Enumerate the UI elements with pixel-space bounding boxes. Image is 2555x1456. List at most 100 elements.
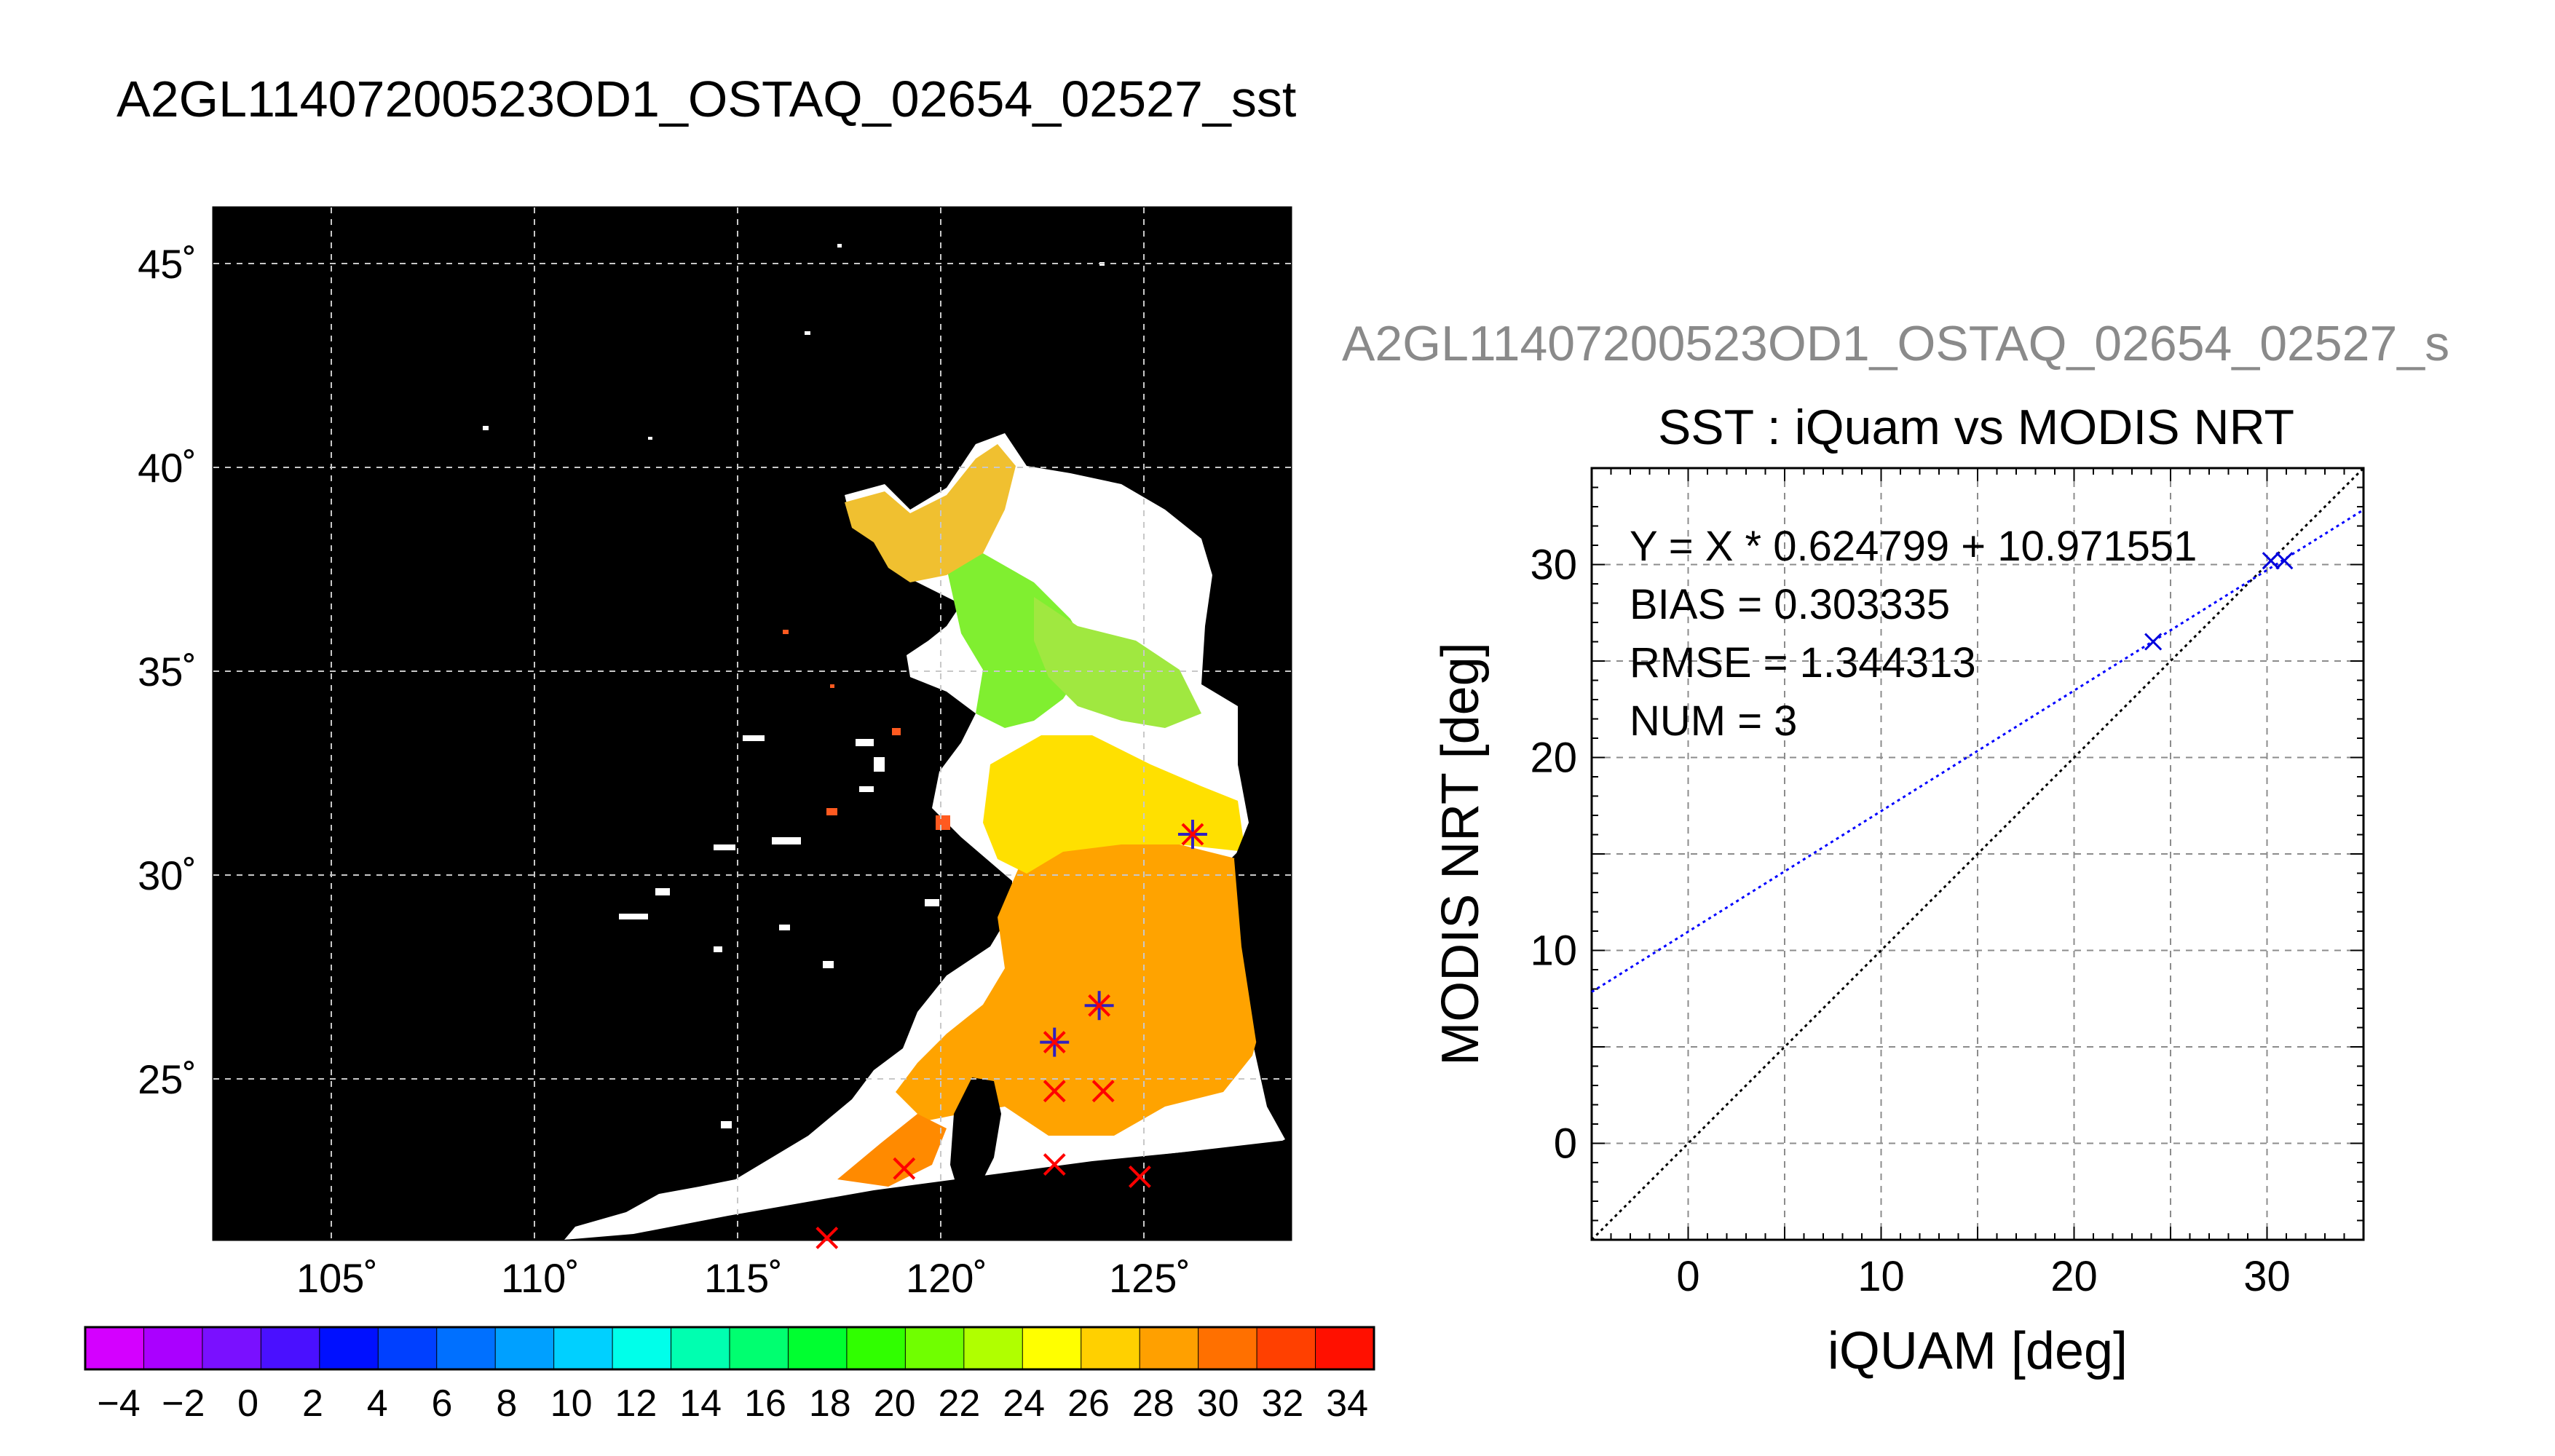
sst-bohai-region <box>845 444 1016 582</box>
buoy-marker <box>1129 1165 1151 1188</box>
latitude-tick-label: 30˚ <box>138 852 197 898</box>
x-tick-label: 20 <box>2050 1253 2098 1300</box>
point-stroke <box>2144 633 2163 651</box>
colorbar-tick-label: 26 <box>1067 1382 1110 1425</box>
colorbar-tick-label: 28 <box>1132 1382 1174 1425</box>
latitude-tick-label: 35˚ <box>138 649 197 695</box>
colorbar-tick-label: 14 <box>679 1382 722 1425</box>
colorbar-tick-label: 34 <box>1326 1382 1368 1425</box>
colorbar-swatch <box>553 1326 614 1370</box>
swath-edge-mask <box>1234 684 1291 1238</box>
data-points <box>2144 552 2294 651</box>
warm-specks <box>783 630 950 830</box>
south-swath-mask <box>564 1141 1291 1240</box>
longitude-tick-labels: 105˚ 110˚ 115˚ 120˚ 125˚ <box>296 1255 1190 1301</box>
colorbar-swatch <box>143 1326 204 1370</box>
x-tick-label: 30 <box>2243 1253 2291 1300</box>
num-value: NUM = 3 <box>1630 697 1797 745</box>
colorbar-swatch <box>1139 1326 1200 1370</box>
colorbar-swatch <box>963 1326 1024 1370</box>
colorbar-tick-label: −2 <box>162 1382 205 1425</box>
marker-stroke <box>1091 1080 1115 1103</box>
marker-stroke <box>1043 1031 1066 1054</box>
marker-stroke <box>1129 1165 1151 1188</box>
longitude-tick-label: 115˚ <box>704 1255 783 1301</box>
stats-box: Y = X * 0.624799 + 10.971551 BIAS = 0.30… <box>1630 523 2197 745</box>
latitude-tick-labels: 45˚ 40˚ 35˚ 30˚ 25˚ <box>138 241 197 1102</box>
colorbar-swatch <box>1198 1326 1258 1370</box>
taiwan-island <box>950 1077 1001 1201</box>
buoy-marker <box>1043 1080 1066 1103</box>
colorbar-tick-labels: −4 −2 0 2 4 6 8 10 12 14 16 18 20 22 24 26 28 30 32 34 <box>97 1382 1368 1425</box>
marker-stroke <box>1181 823 1204 846</box>
colorbar-tick-label: 4 <box>367 1382 388 1425</box>
identity-line <box>1590 467 2365 1241</box>
sst-coastal-orange <box>837 1114 947 1187</box>
colorbar-swatch <box>729 1326 789 1370</box>
colorbar-swatch <box>436 1326 497 1370</box>
colorbar-swatch <box>1315 1326 1375 1370</box>
colorbar-swatch <box>612 1326 673 1370</box>
y-tick-label: 20 <box>1530 735 1577 782</box>
map-gridlines <box>213 207 1291 1240</box>
page-title: A2GL11407200523OD1_OSTAQ_02654_02527_sst <box>117 71 1296 127</box>
bias-value: BIAS = 0.303335 <box>1630 581 1950 628</box>
colorbar-swatch <box>787 1326 848 1370</box>
data-point <box>2262 552 2280 570</box>
marker-stroke <box>893 1157 916 1180</box>
colorbar-swatch <box>1081 1326 1141 1370</box>
sst-north-yellow-sea <box>1034 597 1201 728</box>
latitude-tick-label: 45˚ <box>138 241 197 287</box>
latitude-tick-label: 25˚ <box>138 1056 197 1102</box>
sst-map: 45˚ 40˚ 35˚ 30˚ 25˚ 105˚ 110˚ 115˚ 120˚ 125˚ <box>138 206 1292 1301</box>
colorbar-tick-label: 8 <box>496 1382 517 1425</box>
y-tick-labels: 0 10 20 30 <box>1530 542 1577 1168</box>
colorbar-swatch <box>377 1326 438 1370</box>
sst-warm-region <box>896 837 1267 1136</box>
scatter-plot: 0 10 20 30 0 10 20 30 Y = X * 0.624799 + 10.97… <box>1431 467 2365 1380</box>
point-stroke <box>2262 552 2280 570</box>
chart-title: SST : iQuam vs MODIS NRT <box>1658 400 2294 455</box>
longitude-tick-label: 120˚ <box>906 1255 987 1301</box>
colorbar-tick-label: 30 <box>1197 1382 1239 1425</box>
colorbar-tick-label: 2 <box>302 1382 323 1425</box>
colorbar-swatch <box>1256 1326 1317 1370</box>
rmse-value: RMSE = 1.344313 <box>1630 639 1976 687</box>
sst-colorbar: −4 −2 0 2 4 6 8 10 12 14 16 18 20 22 24 26 28 30 32 34 <box>84 1326 1375 1425</box>
colorbar-tick-label: 12 <box>615 1382 657 1425</box>
y-tick-label: 10 <box>1530 927 1577 975</box>
longitude-tick-label: 105˚ <box>296 1255 378 1301</box>
matched-buoy-marker <box>1040 1027 1070 1057</box>
plot-gridlines <box>1592 468 2364 1240</box>
buoy-marker <box>816 1226 839 1249</box>
colorbar-swatch <box>202 1326 262 1370</box>
colorbar-swatches <box>84 1326 1375 1370</box>
colorbar-frame <box>84 1326 1375 1371</box>
marker-stroke <box>1043 1080 1066 1103</box>
colorbar-tick-label: 0 <box>237 1382 258 1425</box>
colorbar-swatch <box>904 1326 965 1370</box>
buoy-marker <box>893 1157 916 1180</box>
colorbar-tick-label: 18 <box>809 1382 851 1425</box>
y-axis-label: MODIS NRT [deg] <box>1431 642 1490 1066</box>
buoy-marker <box>1091 1080 1115 1103</box>
colorbar-tick-label: 22 <box>938 1382 980 1425</box>
plot-minor-ticks <box>1592 468 2364 1240</box>
colorbar-swatch <box>494 1326 556 1370</box>
colorbar-tick-label: 16 <box>744 1382 786 1425</box>
matched-buoy-marker <box>1177 820 1207 849</box>
colorbar-tick-label: 6 <box>432 1382 453 1425</box>
x-axis-label: iQUAM [deg] <box>1828 1322 2128 1380</box>
colorbar-swatch <box>84 1326 145 1370</box>
sst-field <box>483 244 1291 1240</box>
inland-specks <box>483 244 1105 1128</box>
y-tick-label: 30 <box>1530 542 1577 589</box>
data-point <box>2275 552 2294 570</box>
sst-yellow-region <box>983 735 1245 874</box>
colorbar-tick-label: 20 <box>874 1382 916 1425</box>
buoy-marker <box>1043 1153 1066 1176</box>
marker-stroke <box>816 1226 839 1249</box>
colorbar-tick-label: 10 <box>550 1382 593 1425</box>
colorbar-swatch <box>319 1326 379 1370</box>
colorbar-swatch <box>1022 1326 1083 1370</box>
